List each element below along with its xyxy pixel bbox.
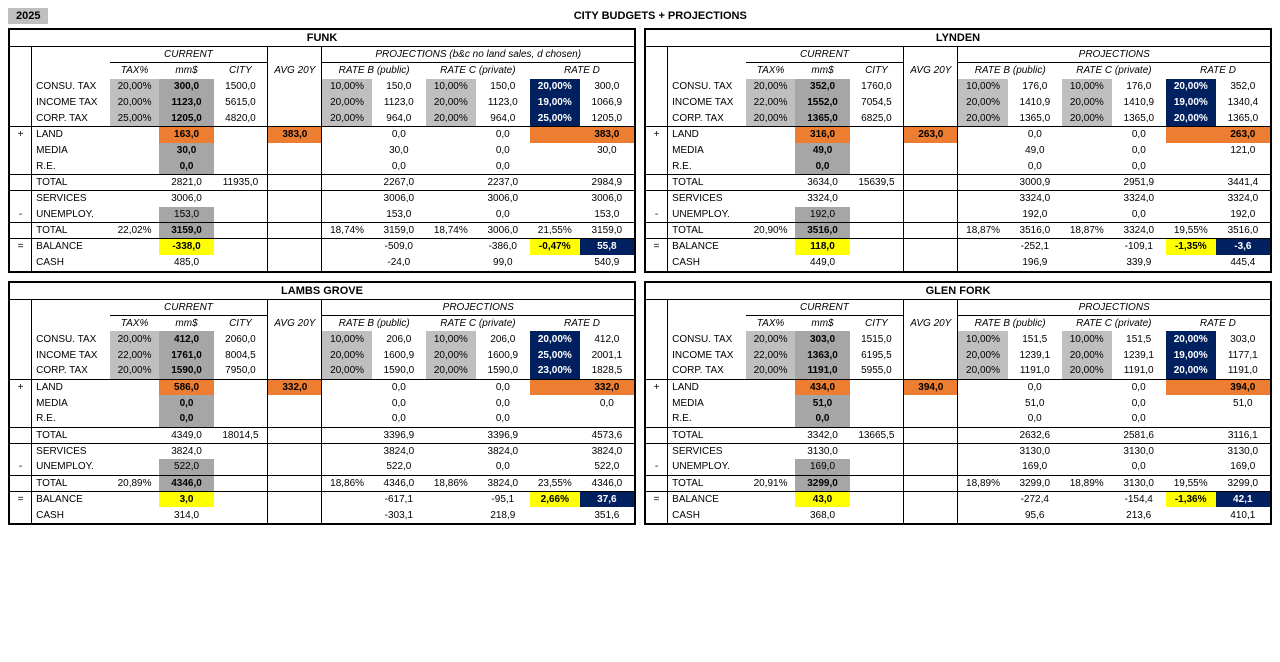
- current-header: CURRENT: [110, 47, 268, 63]
- budget-table: LYNDEN CURRENT PROJECTIONS TAX% mm$ CITY…: [646, 30, 1270, 271]
- city-name: LYNDEN: [646, 30, 1270, 47]
- current-header: CURRENT: [110, 299, 268, 315]
- projections-header: PROJECTIONS: [958, 299, 1270, 315]
- panel-funk: FUNK CURRENT PROJECTIONS (b&c no land sa…: [8, 28, 636, 273]
- current-header: CURRENT: [746, 47, 904, 63]
- panel-lynden: LYNDEN CURRENT PROJECTIONS TAX% mm$ CITY…: [644, 28, 1272, 273]
- budget-table: GLEN FORK CURRENT PROJECTIONS TAX% mm$ C…: [646, 283, 1270, 524]
- projections-header: PROJECTIONS: [322, 299, 634, 315]
- header-row: 2025 CITY BUDGETS + PROJECTIONS: [8, 8, 1272, 24]
- city-name: FUNK: [10, 30, 634, 47]
- projections-header: PROJECTIONS: [958, 47, 1270, 63]
- panels-grid: FUNK CURRENT PROJECTIONS (b&c no land sa…: [8, 28, 1272, 525]
- budget-table: LAMBS GROVE CURRENT PROJECTIONS TAX% mm$…: [10, 283, 634, 524]
- panel-glen: GLEN FORK CURRENT PROJECTIONS TAX% mm$ C…: [644, 281, 1272, 526]
- city-name: GLEN FORK: [646, 283, 1270, 300]
- city-name: LAMBS GROVE: [10, 283, 634, 300]
- current-header: CURRENT: [746, 299, 904, 315]
- panel-lambs: LAMBS GROVE CURRENT PROJECTIONS TAX% mm$…: [8, 281, 636, 526]
- year-badge: 2025: [8, 8, 48, 24]
- projections-header: PROJECTIONS (b&c no land sales, d chosen…: [322, 47, 634, 63]
- page-title: CITY BUDGETS + PROJECTIONS: [48, 10, 1272, 22]
- budget-table: FUNK CURRENT PROJECTIONS (b&c no land sa…: [10, 30, 634, 271]
